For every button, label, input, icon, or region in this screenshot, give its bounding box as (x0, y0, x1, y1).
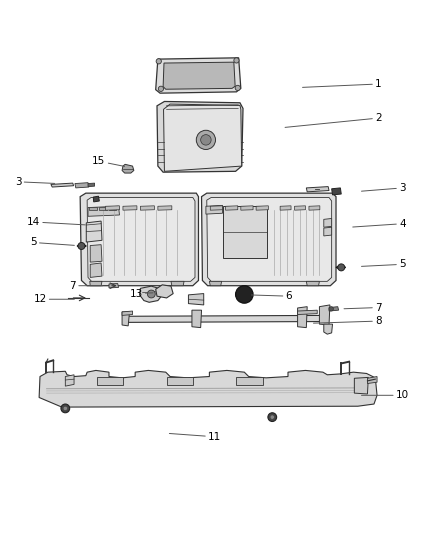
Polygon shape (223, 206, 267, 258)
Polygon shape (306, 281, 319, 286)
Circle shape (63, 406, 67, 410)
Bar (89, 207, 97, 210)
Polygon shape (51, 183, 74, 187)
Text: 8: 8 (314, 316, 381, 326)
Polygon shape (166, 376, 193, 385)
Bar (109, 207, 117, 210)
Text: 13: 13 (129, 288, 153, 298)
Circle shape (329, 306, 333, 311)
Polygon shape (297, 310, 317, 314)
Text: 12: 12 (33, 294, 74, 304)
Circle shape (236, 286, 253, 303)
Polygon shape (97, 376, 123, 385)
Text: 4: 4 (353, 219, 406, 229)
Polygon shape (157, 101, 243, 172)
Circle shape (268, 413, 277, 422)
Polygon shape (201, 193, 336, 286)
Polygon shape (324, 227, 332, 236)
Text: 5: 5 (30, 238, 74, 247)
Circle shape (61, 404, 70, 413)
Polygon shape (336, 265, 346, 270)
Polygon shape (106, 206, 120, 210)
Polygon shape (141, 206, 154, 210)
Text: 2: 2 (285, 113, 381, 127)
Text: 3: 3 (361, 183, 406, 193)
Polygon shape (207, 198, 332, 281)
Polygon shape (206, 205, 223, 214)
Polygon shape (109, 284, 119, 288)
Text: 1: 1 (303, 79, 381, 89)
Circle shape (234, 58, 239, 63)
Circle shape (338, 264, 345, 271)
Polygon shape (125, 316, 328, 322)
Polygon shape (155, 285, 173, 298)
Circle shape (235, 85, 240, 91)
Polygon shape (90, 245, 102, 262)
Polygon shape (77, 244, 86, 248)
Polygon shape (294, 206, 305, 210)
Polygon shape (140, 286, 161, 302)
Polygon shape (122, 164, 134, 173)
Polygon shape (280, 206, 291, 210)
Polygon shape (306, 187, 329, 192)
Circle shape (78, 243, 85, 249)
Polygon shape (332, 188, 341, 195)
Text: 10: 10 (361, 390, 409, 400)
Circle shape (196, 130, 215, 149)
Polygon shape (324, 324, 332, 334)
Polygon shape (171, 281, 184, 286)
Polygon shape (319, 305, 330, 325)
Polygon shape (86, 221, 102, 242)
Polygon shape (163, 104, 242, 171)
Text: 7: 7 (344, 303, 381, 312)
Polygon shape (88, 183, 95, 187)
Polygon shape (329, 306, 339, 311)
Text: 7: 7 (69, 281, 102, 290)
Polygon shape (237, 376, 263, 385)
Polygon shape (324, 219, 332, 227)
Polygon shape (87, 198, 195, 281)
Polygon shape (297, 306, 307, 328)
Circle shape (201, 135, 211, 145)
Polygon shape (90, 263, 102, 277)
Polygon shape (90, 281, 102, 286)
Circle shape (270, 415, 275, 419)
Text: 15: 15 (92, 156, 124, 166)
Polygon shape (65, 375, 74, 386)
Polygon shape (367, 376, 377, 384)
Bar (99, 207, 107, 210)
Polygon shape (155, 58, 241, 93)
Text: 6: 6 (251, 291, 292, 301)
Polygon shape (256, 206, 268, 210)
Polygon shape (122, 311, 133, 316)
Polygon shape (163, 62, 235, 89)
Polygon shape (309, 206, 320, 210)
Text: 3: 3 (15, 177, 55, 187)
Polygon shape (354, 377, 368, 394)
Polygon shape (123, 206, 137, 210)
Circle shape (148, 290, 155, 298)
Circle shape (158, 86, 163, 92)
Polygon shape (210, 206, 223, 210)
Polygon shape (88, 206, 120, 216)
Polygon shape (80, 193, 198, 286)
Polygon shape (39, 370, 377, 407)
Polygon shape (188, 294, 204, 305)
Polygon shape (209, 281, 222, 286)
Polygon shape (75, 183, 89, 188)
Polygon shape (192, 310, 201, 328)
Text: 11: 11 (170, 432, 221, 442)
Text: 14: 14 (27, 217, 85, 227)
Polygon shape (226, 206, 238, 210)
Text: 5: 5 (361, 260, 406, 269)
Polygon shape (93, 196, 99, 202)
Polygon shape (158, 206, 172, 210)
Circle shape (156, 59, 161, 64)
Polygon shape (122, 312, 130, 326)
Polygon shape (241, 206, 253, 210)
